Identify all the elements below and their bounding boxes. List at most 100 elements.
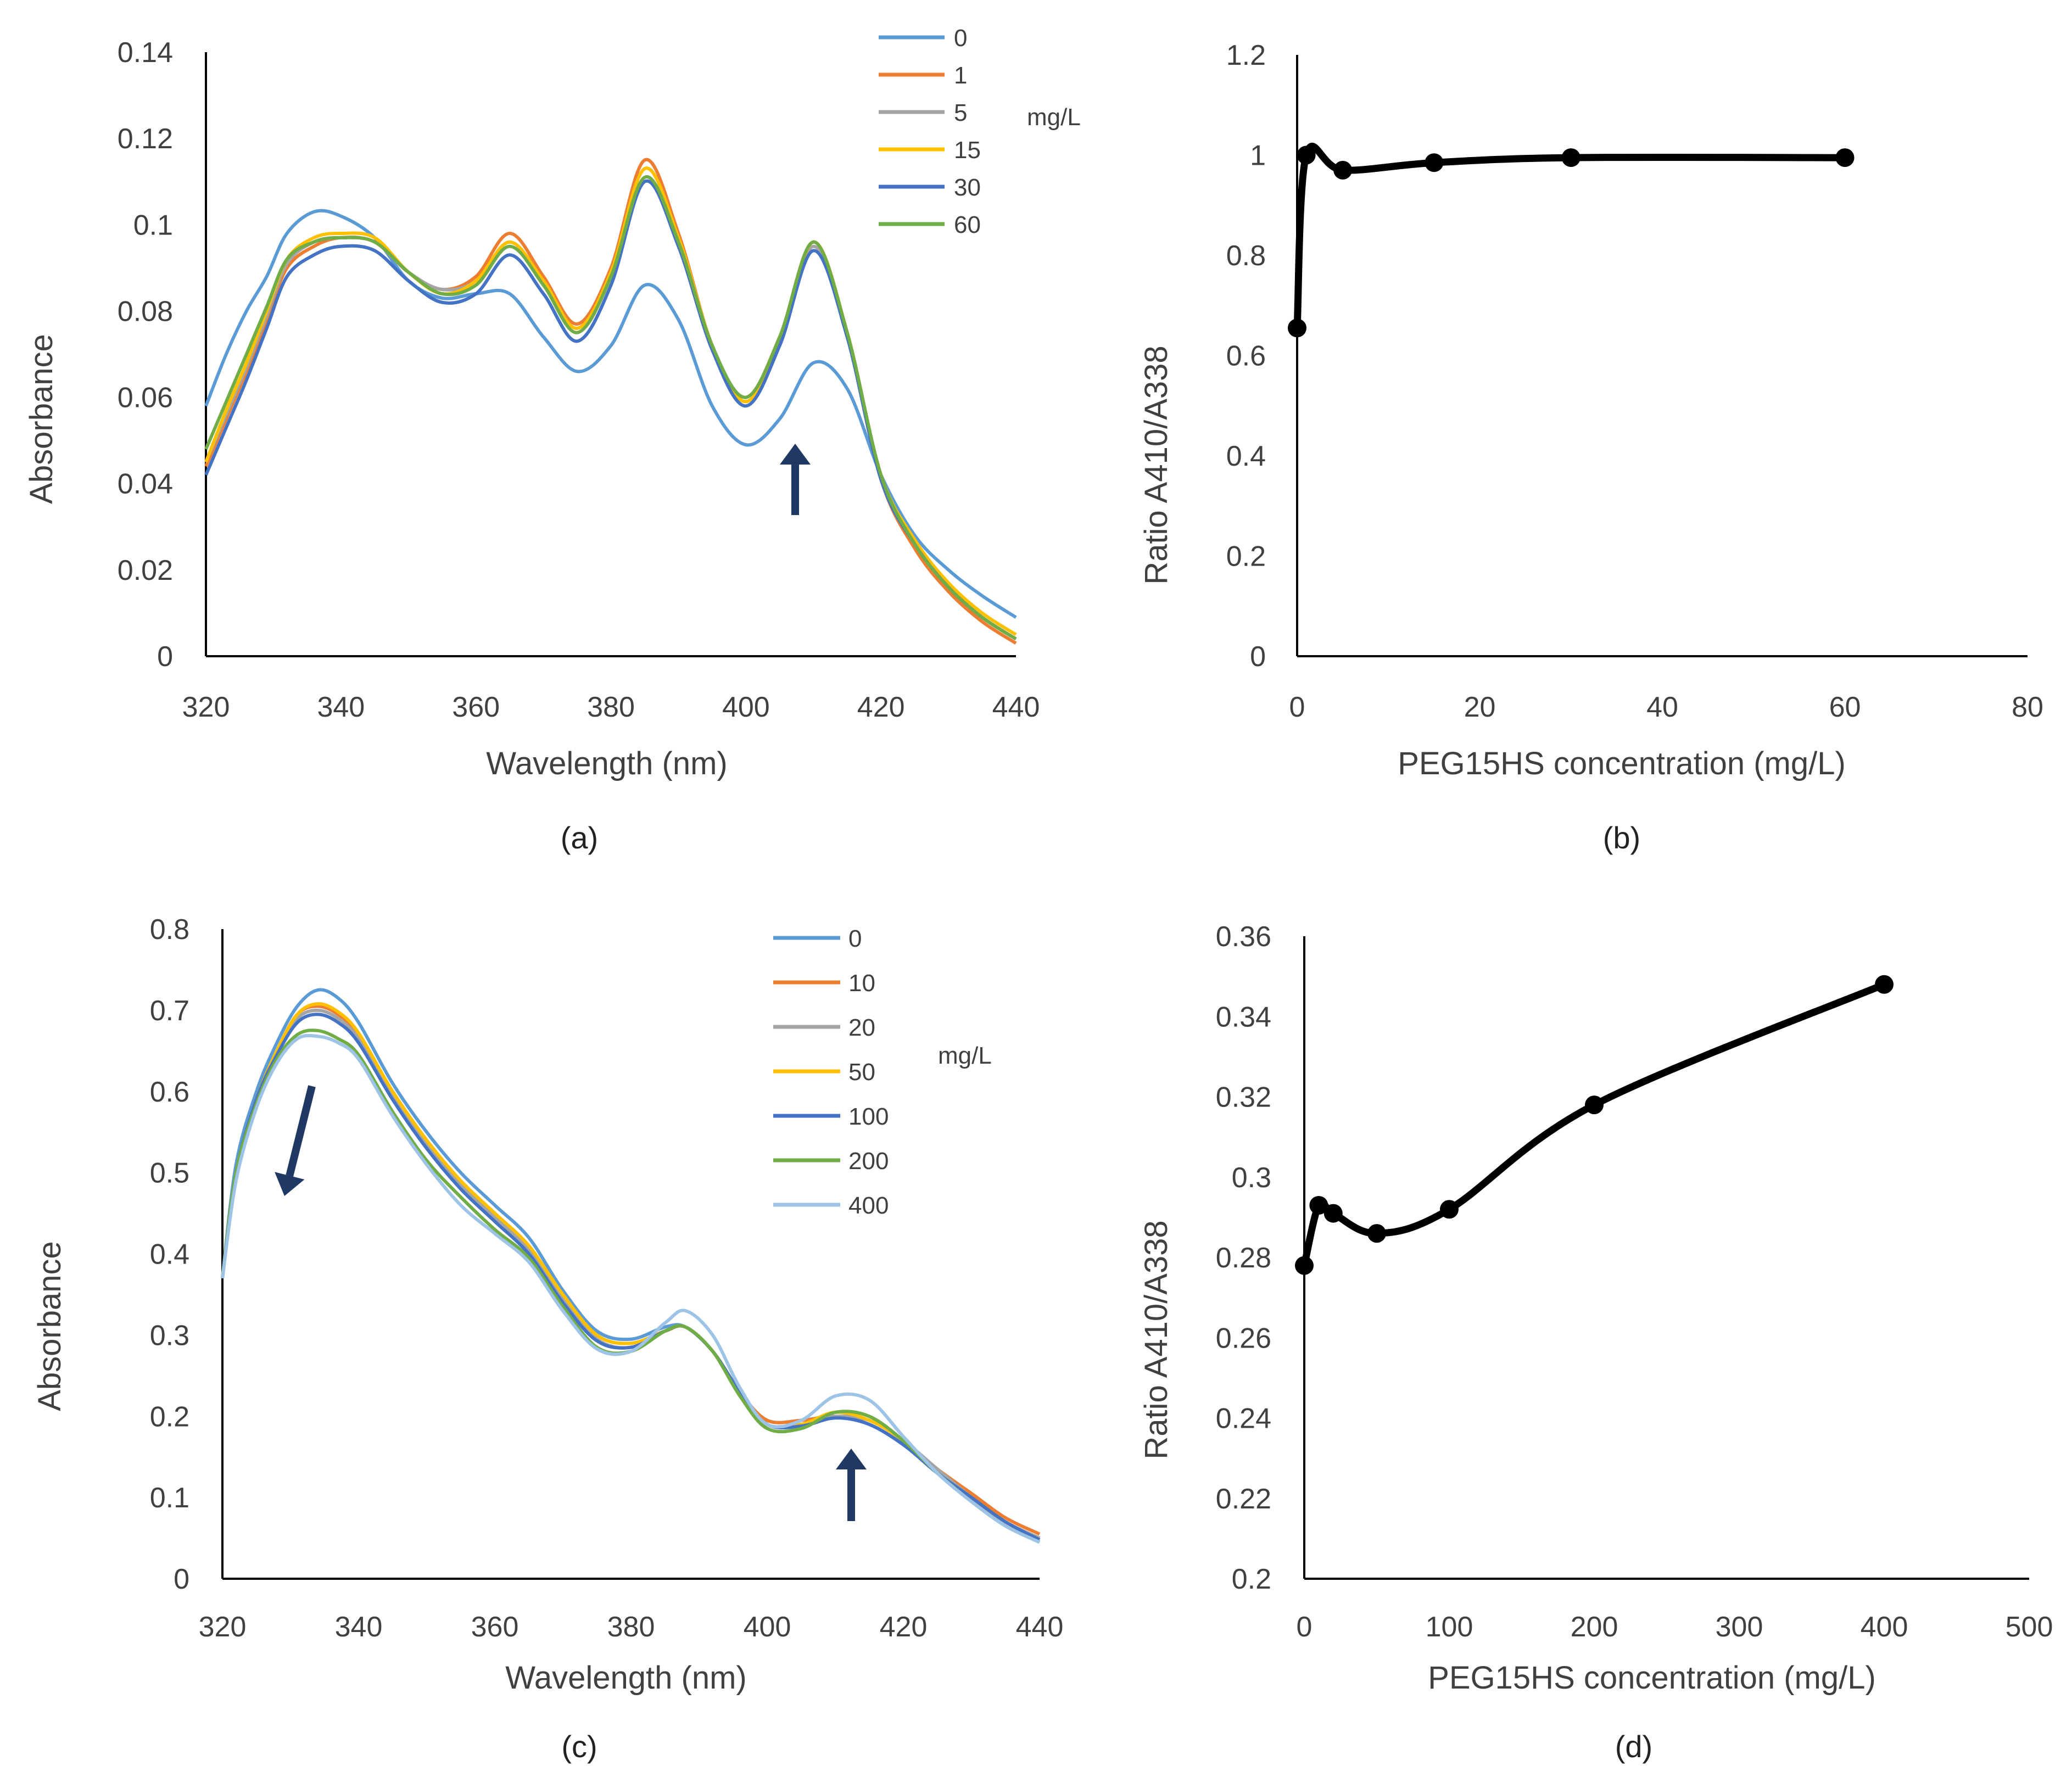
panel-b-data-point xyxy=(1297,146,1316,165)
panel-a-legend-label-0: 0 xyxy=(954,25,967,52)
panel-a: 320 340 360 380 400 420 440 0 0.02 0.04 0.06 0.08 0.… xyxy=(24,25,1081,855)
panel-d-y-tick-label: 0.24 xyxy=(1216,1403,1271,1435)
panel-d-y-tick-label: 0.34 xyxy=(1216,1001,1271,1033)
panel-b-x-tick-label: 0 xyxy=(1289,691,1305,723)
panel-c-legend-label-0: 0 xyxy=(848,925,862,952)
panel-b-y-tick-label: 0.6 xyxy=(1226,340,1266,372)
panel-c-x-tick-label: 440 xyxy=(1016,1611,1064,1643)
panel-d-data-point xyxy=(1440,1200,1459,1219)
panel-d-x-label: PEG15HS concentration (mg/L) xyxy=(1428,1660,1876,1696)
panel-c-series-line-200 xyxy=(221,1029,1041,1544)
panel-a-x-tick-label: 400 xyxy=(722,691,770,723)
panel-b-y-tick-label: 0.8 xyxy=(1226,240,1266,272)
panel-d-data-point xyxy=(1309,1195,1328,1215)
panel-c-y-tick-label: 0.1 xyxy=(150,1482,189,1514)
panel-b-data-point xyxy=(1288,318,1306,338)
panel-d-x-tick-label: 500 xyxy=(2006,1611,2053,1643)
panel-d-y-tick-label: 0.32 xyxy=(1216,1082,1271,1114)
panel-a-x-tick-label: 380 xyxy=(587,691,635,723)
panel-a-y-label: Absorbance xyxy=(24,334,59,504)
panel-a-y-tick-label: 0.02 xyxy=(118,555,173,586)
panel-c-series-line-400 xyxy=(221,1033,1041,1544)
panel-a-y-tick-label: 0.08 xyxy=(118,295,173,327)
panel-a-y-tick-label: 0.14 xyxy=(118,37,173,69)
panel-b-data-point xyxy=(1561,148,1580,167)
panel-c-arrow-annotation xyxy=(275,1085,316,1196)
panel-c-x-tick-label: 400 xyxy=(744,1611,791,1643)
panel-a-caption: (a) xyxy=(561,820,598,855)
panel-a-legend-label-5: 5 xyxy=(954,99,967,126)
panel-c-y-tick-label: 0 xyxy=(174,1563,189,1595)
panel-c-x-tick-label: 340 xyxy=(335,1611,383,1643)
panel-a-y-tick-label: 0.04 xyxy=(118,468,173,500)
panel-b-plot: 0 20 40 60 80 0 0.2 0.4 0.6 0.8 1 1.2 xyxy=(1226,40,2043,723)
panel-a-legend-label-30: 30 xyxy=(954,174,981,201)
panel-a-x-tick-label: 360 xyxy=(452,691,500,723)
panel-b-x-tick-label: 20 xyxy=(1464,691,1496,723)
panel-d-data-point xyxy=(1323,1204,1343,1223)
panel-b: 0 20 40 60 80 0 0.2 0.4 0.6 0.8 1 1.2 PEG15HS conce… xyxy=(1138,40,2043,855)
panel-d-x-tick-label: 100 xyxy=(1426,1611,1473,1643)
panel-c-y-tick-label: 0.5 xyxy=(150,1158,189,1189)
panel-a-series-line-30 xyxy=(204,179,1017,641)
panel-d-y-tick-label: 0.36 xyxy=(1216,921,1271,953)
panel-c-legend-label-50: 50 xyxy=(848,1059,875,1086)
panel-a-y-tick-label: 0.12 xyxy=(118,123,173,155)
panel-d-y-tick-label: 0.2 xyxy=(1232,1563,1271,1595)
panel-a-x-tick-label: 320 xyxy=(182,691,230,723)
panel-b-caption: (b) xyxy=(1603,820,1640,855)
panel-b-x-label: PEG15HS concentration (mg/L) xyxy=(1398,746,1846,781)
panel-a-series-line-1 xyxy=(204,158,1017,645)
panel-c-series-line-50 xyxy=(221,1002,1041,1541)
panel-b-x-tick-label: 60 xyxy=(1829,691,1861,723)
panel-b-y-tick-label: 1 xyxy=(1250,140,1266,172)
panel-c-legend-label-200: 200 xyxy=(848,1148,889,1175)
panel-a-legend-unit: mg/L xyxy=(1027,104,1081,131)
panel-d-caption: (d) xyxy=(1615,1729,1652,1764)
panel-c-series-line-100 xyxy=(221,1013,1041,1541)
panel-c-x-tick-label: 320 xyxy=(199,1611,247,1643)
panel-d-x-tick-label: 0 xyxy=(1297,1611,1313,1643)
panel-c-x-label: Wavelength (nm) xyxy=(505,1660,746,1696)
panel-c-x-tick-label: 380 xyxy=(607,1611,655,1643)
panel-c-caption: (c) xyxy=(561,1729,597,1764)
panel-c-legend-label-10: 10 xyxy=(848,970,875,997)
panel-c-legend-unit: mg/L xyxy=(938,1042,992,1069)
panel-b-data-point xyxy=(1835,148,1855,167)
panel-c-y-tick-label: 0.8 xyxy=(150,914,189,946)
panel-b-x-tick-label: 40 xyxy=(1646,691,1678,723)
panel-a-x-tick-label: 440 xyxy=(992,691,1040,723)
panel-a-x-label: Wavelength (nm) xyxy=(486,746,727,781)
panel-a-legend-label-60: 60 xyxy=(954,211,981,238)
panel-b-y-tick-label: 0 xyxy=(1250,641,1266,673)
panel-c-arrow-annotation xyxy=(836,1449,867,1521)
panel-a-legend-label-1: 1 xyxy=(954,62,967,89)
panel-b-y-tick-label: 0.4 xyxy=(1226,440,1266,472)
panel-d-y-tick-label: 0.28 xyxy=(1216,1242,1271,1274)
panel-c-y-tick-label: 0.3 xyxy=(150,1320,189,1351)
panel-d-x-tick-label: 200 xyxy=(1571,1611,1618,1643)
panel-c-plot: 320 340 360 380 400 420 440 0 0.1 0.2 0.3 0.4 0.5 0.6… xyxy=(150,914,1064,1643)
panel-b-data-point xyxy=(1425,153,1444,172)
panel-c-y-tick-label: 0.7 xyxy=(150,995,189,1027)
panel-d: 0 100 200 300 400 500 0.2 0.22 0.24 0.26 0.28 0.3 0.… xyxy=(1138,921,2053,1764)
panel-d-data-point xyxy=(1585,1095,1604,1115)
panel-b-data-point xyxy=(1333,160,1353,180)
panel-d-data-point xyxy=(1295,1256,1314,1275)
panel-a-x-tick-label: 340 xyxy=(317,691,365,723)
panel-d-y-tick-label: 0.26 xyxy=(1216,1322,1271,1354)
panel-d-plot: 0 100 200 300 400 500 0.2 0.22 0.24 0.26 0.28 0.3 0.… xyxy=(1216,921,2053,1643)
panel-b-y-label: Ratio A410/A338 xyxy=(1138,345,1174,584)
panel-d-x-tick-label: 300 xyxy=(1716,1611,1763,1643)
panel-d-data-point xyxy=(1367,1224,1386,1243)
panel-c-legend-label-20: 20 xyxy=(848,1014,875,1041)
panel-b-y-tick-label: 0.2 xyxy=(1226,541,1266,573)
panel-b-series-line xyxy=(1293,142,1845,328)
panel-c-series-line-20 xyxy=(221,1008,1041,1540)
panel-d-y-tick-label: 0.22 xyxy=(1216,1483,1271,1515)
panel-a-y-tick-label: 0 xyxy=(157,641,173,673)
panel-c-y-tick-label: 0.6 xyxy=(150,1076,189,1108)
panel-c-legend-label-400: 400 xyxy=(848,1192,889,1219)
panel-a-plot: 320 340 360 380 400 420 440 0 0.02 0.04 0.06 0.08 0.… xyxy=(118,25,1040,723)
